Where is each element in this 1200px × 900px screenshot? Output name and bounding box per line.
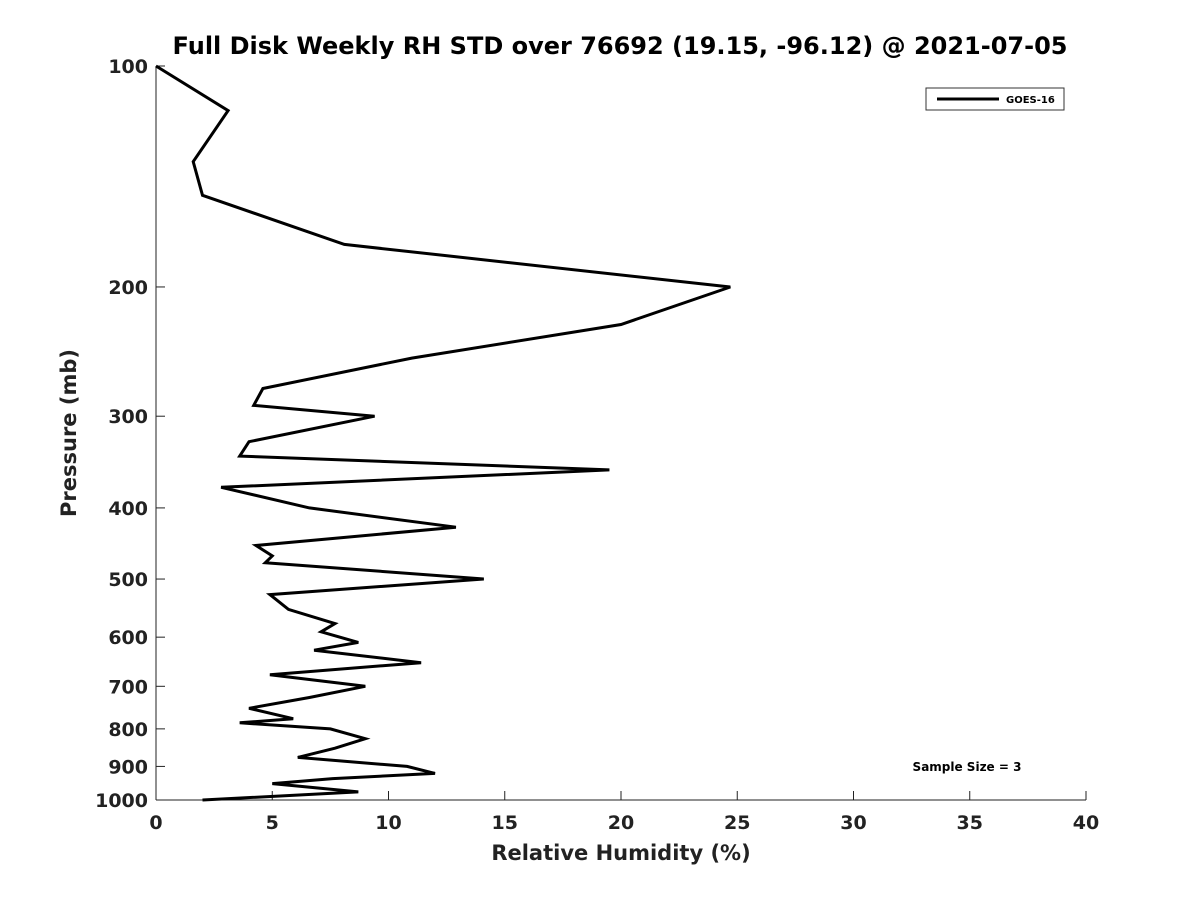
y-tick-label: 300	[108, 406, 148, 428]
x-tick-label: 35	[957, 812, 983, 834]
x-tick-label: 0	[149, 812, 162, 834]
y-tick-label: 400	[108, 498, 148, 520]
y-tick-label: 900	[108, 756, 148, 778]
x-tick-label: 30	[840, 812, 866, 834]
y-tick-label: 600	[108, 627, 148, 649]
y-tick-label: 800	[108, 719, 148, 741]
x-tick-label: 10	[375, 812, 401, 834]
legend-entry-goes-16: GOES-16	[1006, 95, 1055, 106]
y-axis-ticks: 100 200 300 400 500 600 700 800 900 1000	[95, 56, 165, 812]
x-axis-label: Relative Humidity (%)	[491, 841, 750, 865]
y-tick-label: 700	[108, 676, 148, 698]
y-tick-label: 1000	[95, 790, 148, 812]
y-tick-label: 200	[108, 277, 148, 299]
x-tick-label: 5	[266, 812, 279, 834]
y-axis-label: Pressure (mb)	[57, 349, 81, 517]
x-tick-label: 40	[1073, 812, 1099, 834]
chart-title: Full Disk Weekly RH STD over 76692 (19.1…	[173, 32, 1068, 60]
x-tick-label: 15	[492, 812, 518, 834]
x-tick-label: 25	[724, 812, 750, 834]
x-tick-label: 20	[608, 812, 634, 834]
x-axis-ticks: 0 5 10 15 20 25 30 35 40	[149, 791, 1099, 834]
sample-size-annotation: Sample Size = 3	[913, 760, 1022, 774]
series-line-goes-16	[155, 64, 731, 802]
y-tick-label: 100	[108, 56, 148, 78]
legend: GOES-16	[925, 87, 1065, 111]
y-tick-label: 500	[108, 569, 148, 591]
